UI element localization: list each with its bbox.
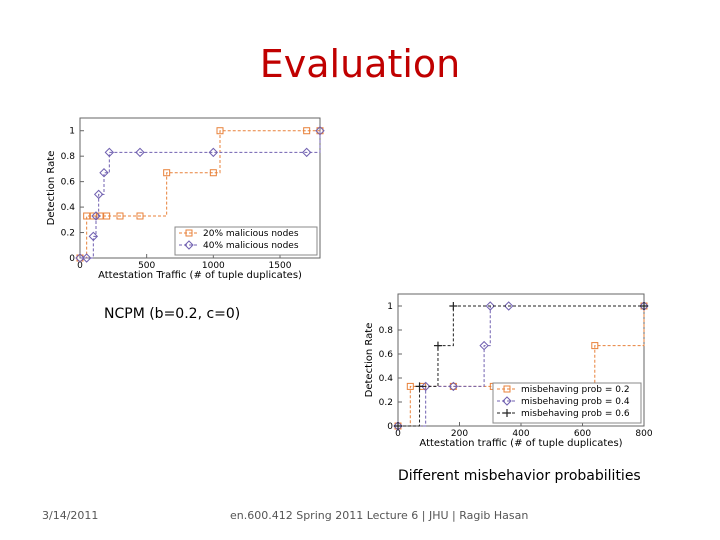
chart2-legend-marker <box>502 396 512 406</box>
chart1-series-1-point <box>163 169 171 177</box>
chart2-series-2-point <box>479 340 489 351</box>
chart2-series-3-point <box>640 302 648 310</box>
chart2-x-axis-label: Attestation traffic (# of tuple duplicat… <box>419 438 622 449</box>
chart2-xtick-label: 200 <box>451 429 468 439</box>
footer-date: 3/14/2011 <box>42 509 99 522</box>
chart1-series-1-point <box>116 212 124 220</box>
chart2-series-2-point <box>485 301 495 311</box>
chart2-series-1-line <box>398 306 645 427</box>
chart2-series-3-point <box>394 422 402 430</box>
chart2-ytick-label: 0.8 <box>379 326 394 336</box>
chart2-series-1-point <box>591 342 599 350</box>
chart1-legend-label: 40% malicious nodes <box>203 241 299 251</box>
chart1-series-2-point <box>135 147 145 158</box>
slide-title: Evaluation <box>259 42 461 86</box>
chart2-ytick-label: 0.2 <box>379 398 393 408</box>
chart2-ytick-label: 0.4 <box>379 374 394 384</box>
footer-center: en.600.412 Spring 2011 Lecture 6 | JHU |… <box>230 509 529 522</box>
chart2-legend <box>492 382 642 424</box>
chart1-series-2-point <box>301 147 312 158</box>
chart1-series-1-point <box>96 212 104 220</box>
chart2-y-axis-label: Detection Rate <box>364 323 375 398</box>
chart1-series-2-point <box>315 126 325 136</box>
chart1-series-2-point <box>75 253 85 263</box>
chart1-xtick-label: 0 <box>77 261 83 271</box>
chart1-series-1-point <box>103 212 111 220</box>
chart1-series-1-point <box>83 212 91 220</box>
chart2-legend-marker <box>503 409 511 417</box>
chart1-xtick-label: 1000 <box>202 261 225 271</box>
chart2-series-3-point <box>415 382 424 391</box>
chart1-series-1-point <box>216 127 224 135</box>
chart1-x-axis-label: Attestation Traffic (# of tuple duplicat… <box>98 270 302 281</box>
chart2-ytick-label: 1 <box>387 302 393 312</box>
chart1-series-2-point <box>104 147 115 158</box>
chart1-y-axis-label: Detection Rate <box>46 151 57 226</box>
chart1-series-1-point <box>316 127 324 135</box>
chart2-legend-marker <box>503 385 511 393</box>
chart2-xtick-label: 0 <box>395 429 401 439</box>
chart1-series-1-line <box>80 130 320 259</box>
chart1-ytick-label: 1 <box>69 127 75 137</box>
chart1-xtick-label: 500 <box>138 261 155 271</box>
chart1-series-1-point <box>303 127 311 135</box>
caption-ncpm: NCPM (b=0.2, c=0) <box>104 306 241 322</box>
chart1-ytick-label: 0.4 <box>61 203 76 213</box>
chart2-xtick-label: 400 <box>512 429 529 439</box>
chart1-series-2-line <box>80 130 321 259</box>
chart2-legend-label: misbehaving prob = 0.4 <box>521 397 630 407</box>
chart1-xtick-label: 1500 <box>269 261 292 271</box>
chart1-ytick-label: 0.2 <box>61 229 75 239</box>
chart2-series-3-point <box>449 302 458 310</box>
chart1-series-1-point <box>209 169 217 177</box>
chart1-series-2-point <box>88 231 99 242</box>
chart1-series-1-point <box>136 212 144 220</box>
chart2-ytick-label: 0 <box>387 422 393 432</box>
chart2-legend-label: misbehaving prob = 0.2 <box>521 385 630 395</box>
chart1-series-2-point <box>208 147 219 158</box>
chart1-ytick-label: 0 <box>69 254 75 264</box>
chart2-series-2-point <box>448 381 459 392</box>
chart1-series-2-point <box>99 168 109 178</box>
chart-misbehavior: 0 0.2 0.4 0.6 0.8 1 0 200 400 600 800 Attestation t… <box>364 293 653 449</box>
caption-misbehavior: Different misbehavior probabilities <box>398 468 641 484</box>
chart1-legend-marker <box>185 229 193 237</box>
chart1-ytick-label: 0.8 <box>61 152 76 162</box>
chart2-series-1-point <box>406 382 414 390</box>
chart2-series-2-point <box>420 381 431 392</box>
chart2-series-3-point <box>433 341 442 350</box>
chart1-series-2-point <box>91 211 101 221</box>
chart2-ytick-label: 0.6 <box>379 350 394 360</box>
chart1-legend <box>174 226 318 256</box>
chart1-legend-marker <box>184 240 194 250</box>
chart1-legend-label: 20% malicious nodes <box>203 229 299 239</box>
chart1-ytick-label: 0.6 <box>61 178 76 188</box>
chart2-xtick-label: 600 <box>574 429 591 439</box>
chart2-series-2-point <box>503 301 514 311</box>
chart2-legend-label: misbehaving prob = 0.6 <box>521 409 630 419</box>
chart1-series-2-point <box>81 253 92 263</box>
chart1-series-2-point <box>93 189 104 200</box>
chart2-xtick-label: 800 <box>635 429 652 439</box>
